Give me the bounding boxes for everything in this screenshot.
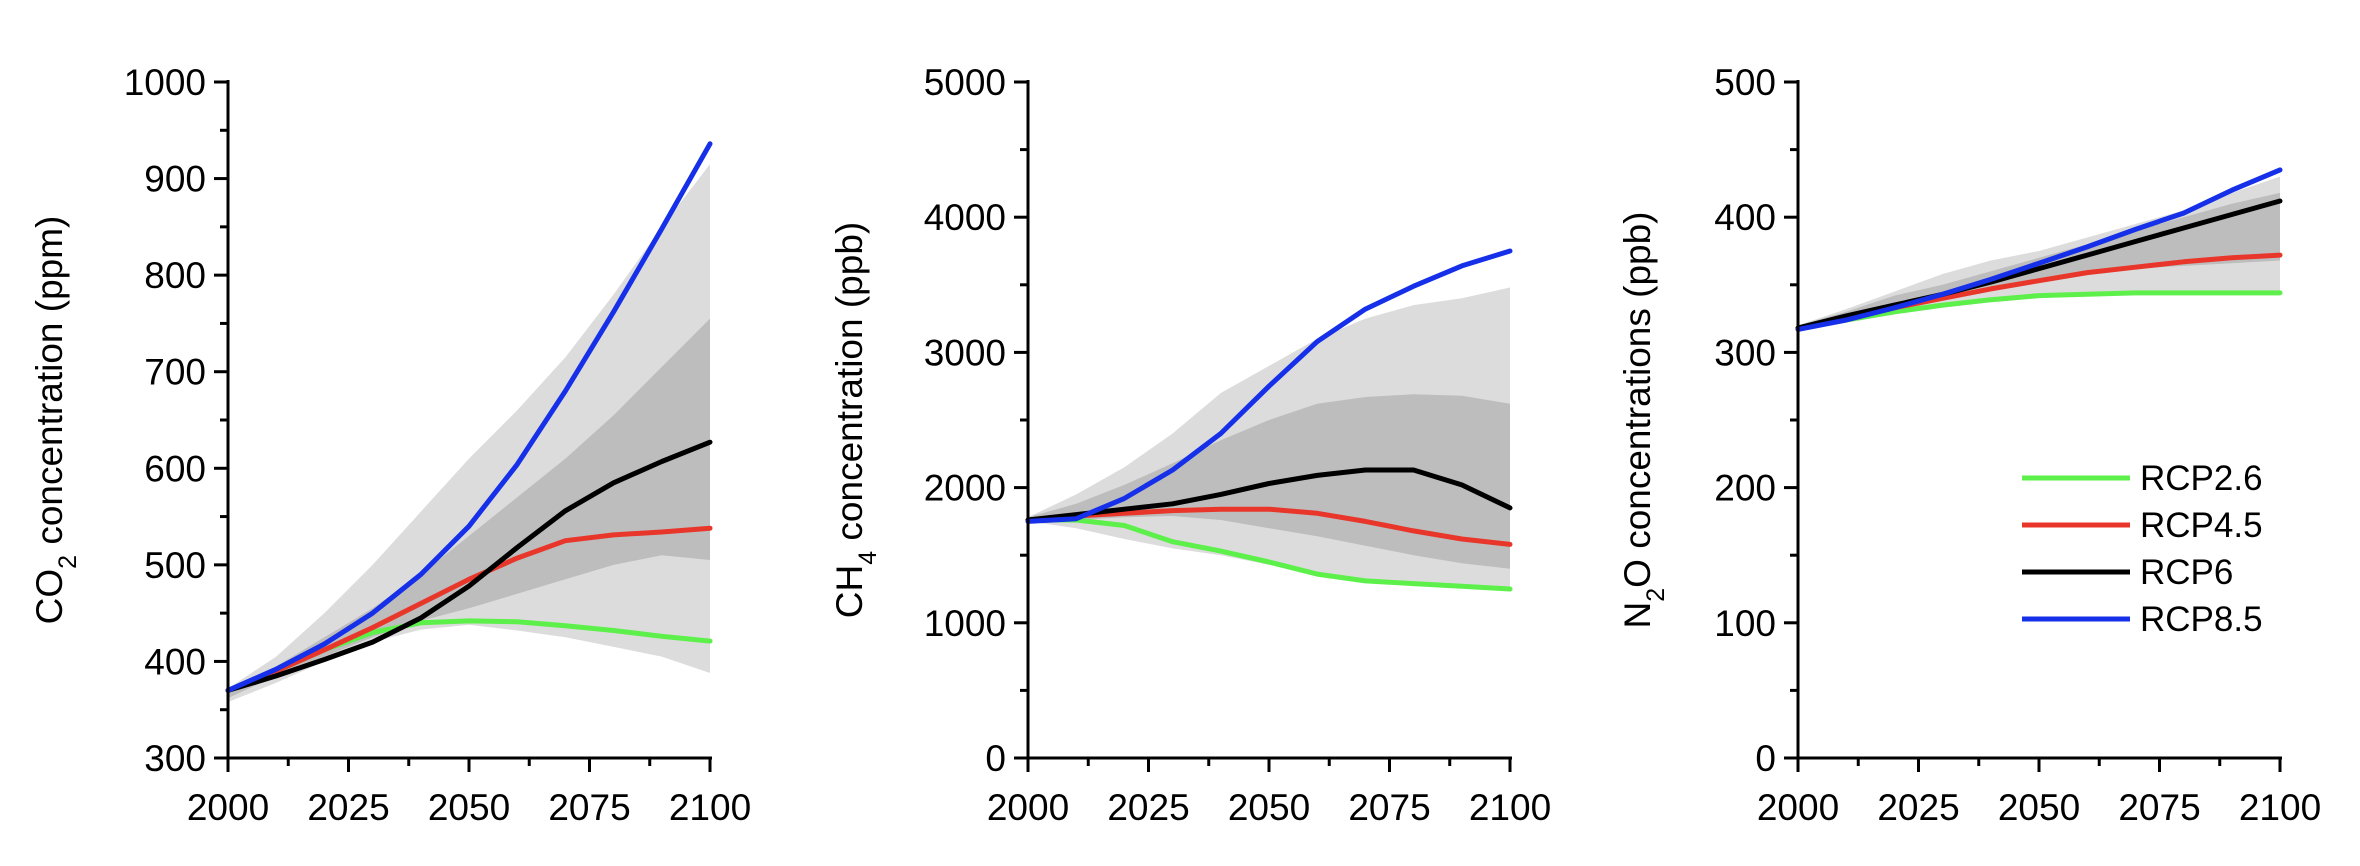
co2-panel: 300 400 500 600 700 800 900 1000 2000 2025 2050 207…	[29, 62, 751, 828]
ch4-series-rcp8-5-line	[1025, 248, 1513, 524]
n2o-x-tick-label: 2000	[1757, 787, 1839, 828]
n2o-x-tick-label: 2100	[2239, 787, 2321, 828]
co2-x-tick-label: 2000	[187, 787, 269, 828]
ch4-y-tick-label: 3000	[924, 332, 1006, 373]
n2o-series-rcp6-line	[1795, 198, 2283, 331]
ch4-series-rcp6-line	[1025, 467, 1513, 523]
n2o-series-rcp8-5-line	[1795, 167, 2283, 332]
ch4-x-tick-label: 2000	[987, 787, 1069, 828]
co2-y-tick-label: 300	[144, 738, 206, 779]
legend-label-rcp4-5: RCP4.5	[2140, 506, 2263, 545]
co2-x-tick-label: 2025	[307, 787, 389, 828]
n2o-x-tick-label: 2075	[2118, 787, 2200, 828]
ch4-y-tick-label: 5000	[924, 62, 1006, 103]
co2-x-tick-label: 2075	[548, 787, 630, 828]
ch4-y-tick-label: 2000	[924, 468, 1006, 509]
legend-label-rcp2-6: RCP2.6	[2140, 459, 2263, 498]
ch4-y-tick-label: 4000	[924, 197, 1006, 238]
n2o-y-tick-label: 0	[1755, 738, 1776, 779]
ch4-x-tick-label: 2075	[1348, 787, 1430, 828]
ch4-series-rcp2-6-line	[1025, 517, 1513, 592]
ch4-x-tick-label: 2050	[1228, 787, 1310, 828]
n2o-panel: 0 100 200 300 400 500 2000 2025 2050 2075 2100 N2O …	[1617, 62, 2321, 828]
legend-label-rcp6: RCP6	[2140, 553, 2233, 592]
n2o-x-tick-label: 2050	[1998, 787, 2080, 828]
ch4-series-rcp4-5-line	[1025, 506, 1513, 547]
co2-series-rcp4-5-line	[225, 525, 713, 693]
co2-y-tick-label: 500	[144, 545, 206, 586]
ch4-x-tick-label: 2025	[1107, 787, 1189, 828]
co2-x-tick-label: 2100	[669, 787, 751, 828]
ch4-panel: 0 1000 2000 3000 4000 5000 2000 2025 2050 2075 210…	[829, 62, 1551, 828]
co2-x-tick-label: 2050	[428, 787, 510, 828]
n2o-y-tick-label: 300	[1714, 332, 1776, 373]
n2o-series-rcp2-6-line	[1795, 290, 2283, 331]
n2o-y-axis-label: N2O concentrations (ppb)	[1617, 212, 1670, 629]
legend: RCP2.6 RCP4.5 RCP6 RCP8.5	[2022, 459, 2263, 639]
ch4-y-tick-label: 1000	[924, 603, 1006, 644]
n2o-y-tick-label: 500	[1714, 62, 1776, 103]
ch4-y-axis-label: CH4 concentration (ppb)	[829, 222, 882, 618]
co2-y-tick-label: 700	[144, 352, 206, 393]
co2-y-tick-label: 400	[144, 641, 206, 682]
n2o-x-tick-label: 2025	[1877, 787, 1959, 828]
co2-inner-range-band	[228, 318, 710, 699]
co2-y-tick-label: 800	[144, 255, 206, 296]
n2o-y-tick-label: 400	[1714, 197, 1776, 238]
co2-y-tick-label: 900	[144, 159, 206, 200]
ch4-y-tick-label: 0	[985, 738, 1006, 779]
n2o-y-tick-label: 200	[1714, 468, 1776, 509]
co2-y-tick-label: 1000	[124, 62, 206, 103]
co2-y-axis-label: CO2 concentration (ppm)	[29, 216, 82, 625]
co2-series-rcp6-line	[225, 439, 713, 693]
n2o-y-tick-label: 100	[1714, 603, 1776, 644]
co2-y-tick-label: 600	[144, 448, 206, 489]
ch4-x-tick-label: 2100	[1469, 787, 1551, 828]
co2-series-rcp8-5-line	[225, 141, 713, 693]
legend-label-rcp8-5: RCP8.5	[2140, 600, 2263, 639]
